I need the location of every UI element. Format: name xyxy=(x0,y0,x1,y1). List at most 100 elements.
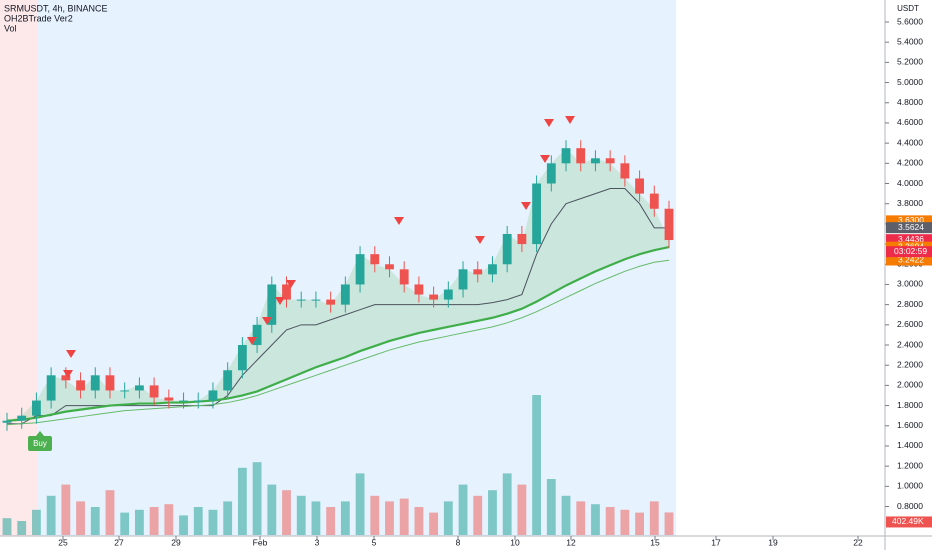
buy-badge xyxy=(28,436,52,451)
volume-bar xyxy=(591,504,600,535)
sell-marker xyxy=(275,297,285,305)
price-tag xyxy=(886,234,932,246)
volume-bar xyxy=(635,512,644,535)
volume-tag xyxy=(886,516,932,528)
candle-body xyxy=(532,183,542,245)
candle-body xyxy=(576,148,586,164)
volume-bar xyxy=(179,515,188,535)
volume-bar xyxy=(193,507,203,535)
indicator-line xyxy=(6,259,670,426)
y-tick-label: 3.0000 xyxy=(897,279,923,289)
sell-marker xyxy=(544,119,554,127)
candle-body xyxy=(76,380,85,391)
cloud xyxy=(7,148,669,421)
candle-body xyxy=(620,163,630,179)
volume-bar xyxy=(311,501,321,535)
y-tick-label: 4.4000 xyxy=(897,137,923,147)
candle-body xyxy=(414,284,424,295)
price-tag-label: 3.2422 xyxy=(898,254,924,264)
volume-bar xyxy=(2,518,12,535)
candle-body xyxy=(664,208,674,241)
volume-bar xyxy=(532,395,542,535)
y-tick-label: 5.6000 xyxy=(897,16,923,26)
volume-bar xyxy=(237,467,247,535)
candle-body xyxy=(237,345,247,371)
candle-body xyxy=(134,385,144,391)
x-tick-label: 29 xyxy=(171,537,181,547)
volume-bar xyxy=(605,507,615,535)
volume-bar xyxy=(105,490,115,535)
volume-bar xyxy=(17,521,27,535)
y-tick-label: 4.2000 xyxy=(897,158,923,168)
price-tag xyxy=(886,254,932,266)
candle-body xyxy=(546,163,556,184)
volume-bar xyxy=(90,507,100,535)
sell-marker xyxy=(475,236,485,244)
price-tag-label: 3.5624 xyxy=(898,222,924,232)
y-tick-label: 1.8000 xyxy=(897,400,923,410)
y-tick-label: 0.8000 xyxy=(897,501,923,511)
volume-bar xyxy=(164,504,174,535)
volume-bar xyxy=(473,495,483,535)
volume-bar xyxy=(399,498,409,535)
y-tick-label: 5.0000 xyxy=(897,77,923,87)
candle-body xyxy=(267,284,277,325)
x-tick-label: 22 xyxy=(853,537,863,547)
candle-body xyxy=(149,385,159,398)
candle-body xyxy=(61,375,71,381)
y-tick-label: 1.0000 xyxy=(897,481,923,491)
candle-body xyxy=(649,193,659,209)
y-tick-label: 3.8000 xyxy=(897,198,923,208)
x-tick-label: 8 xyxy=(456,537,461,547)
volume-bar xyxy=(502,473,512,535)
candle-body xyxy=(443,289,453,300)
candle-body xyxy=(46,375,56,401)
indicator-line xyxy=(6,246,670,422)
title: SRMUSDT, 4h, BINANCE xyxy=(4,3,108,13)
price-tag-label: 3.4436 xyxy=(898,234,924,244)
candle-body xyxy=(458,269,468,290)
y-tick-label: 2.2000 xyxy=(897,359,923,369)
countdown: 03:02:59 xyxy=(894,246,927,256)
candle-body xyxy=(488,264,497,275)
candle-body xyxy=(179,400,188,402)
volume-bar xyxy=(282,490,291,535)
y-tick-label: 4.6000 xyxy=(897,117,923,127)
candle-body xyxy=(311,299,321,301)
buy-label: Buy xyxy=(33,439,47,448)
buy-arrow xyxy=(36,431,44,436)
x-tick-label: 5 xyxy=(372,537,377,547)
indicator: Vol xyxy=(4,23,17,33)
x-tick-label: 25 xyxy=(58,537,68,547)
price-tag xyxy=(886,222,932,234)
candle-body xyxy=(252,324,262,346)
price-tag xyxy=(886,215,932,227)
volume-bar xyxy=(223,501,233,535)
price-tag-label: 3.6300 xyxy=(898,215,924,225)
y-tick-label: 5.2000 xyxy=(897,57,923,67)
candle-body xyxy=(591,158,600,164)
y-tick-label: 5.4000 xyxy=(897,36,923,46)
sell-marker xyxy=(286,280,296,288)
volume-bar xyxy=(340,501,350,535)
candle-body xyxy=(370,254,380,265)
sell-marker xyxy=(540,155,550,163)
volume-bar xyxy=(546,479,556,535)
sell-marker xyxy=(521,202,531,210)
candle-body xyxy=(223,370,233,391)
candle-body xyxy=(399,269,409,285)
candle-body xyxy=(635,178,644,194)
volume-bar xyxy=(355,473,365,535)
candle-body xyxy=(208,390,218,401)
volume-bar xyxy=(649,501,659,535)
volume-bar xyxy=(326,507,336,535)
y-tick-label: 2.8000 xyxy=(897,299,923,309)
volume-bar xyxy=(458,484,468,535)
candle-body xyxy=(502,233,512,265)
volume-bar xyxy=(61,484,71,535)
candle-body xyxy=(296,299,306,301)
sell-marker xyxy=(565,116,575,124)
candle-body xyxy=(32,400,41,416)
volume-bar xyxy=(46,495,56,535)
